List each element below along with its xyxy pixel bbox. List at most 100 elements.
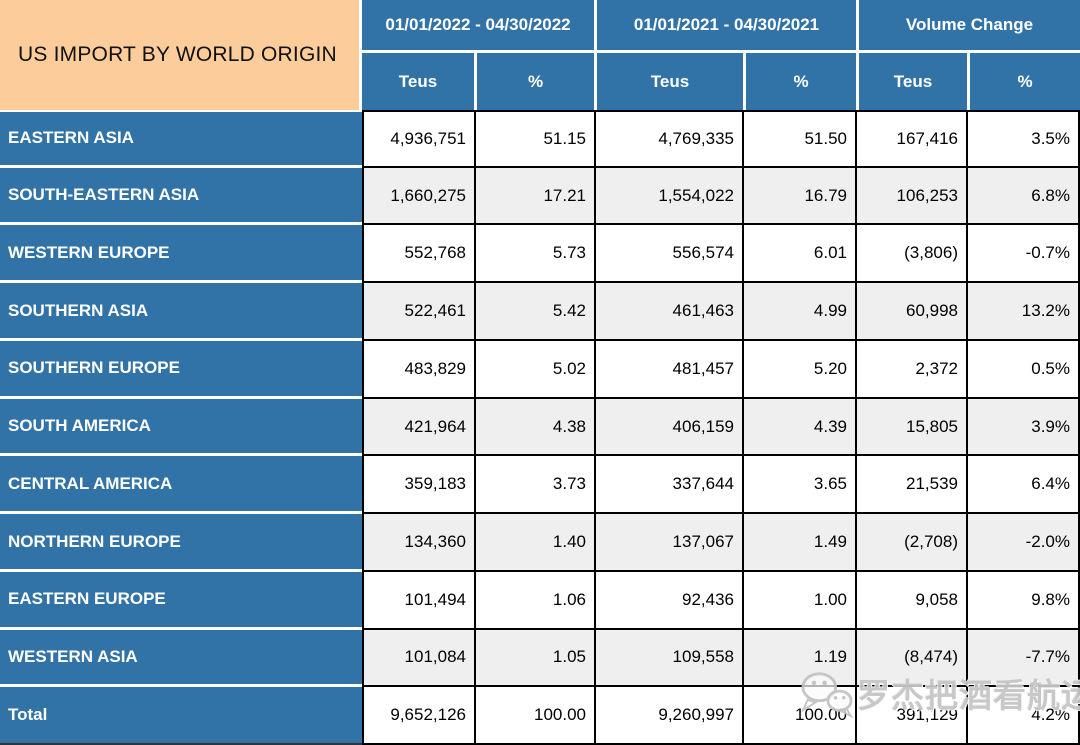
change-teus-cell: 167,416 [857,110,968,168]
region-label: SOUTH-EASTERN ASIA [0,167,362,226]
change-pct-cell: -0.7% [968,225,1080,284]
table-row: EASTERN ASIA 4,936,751 51.15 4,769,335 5… [0,110,1080,168]
teus-2022-column-header: Teus [362,53,474,110]
change-pct-cell: 3.9% [968,398,1080,457]
teus-2021-cell: 461,463 [596,283,744,341]
teus-2022-cell: 552,768 [362,225,476,284]
teus-2021-cell: 92,436 [596,571,744,630]
teus-2021-cell: 406,159 [596,398,744,457]
teus-2021-cell: 481,457 [596,340,744,399]
region-label: WESTERN ASIA [0,629,362,688]
teus-2022-cell: 483,829 [362,340,476,399]
table-title: US IMPORT BY WORLD ORIGIN [0,0,359,110]
table-row: NORTHERN EUROPE 134,360 1.40 137,067 1.4… [0,514,1080,572]
table-row: WESTERN ASIA 101,084 1.05 109,558 1.19 (… [0,629,1080,688]
teus-2021-cell: 9,260,997 [596,687,744,745]
teus-2022-cell: 101,084 [362,629,476,688]
change-teus-cell: 60,998 [857,283,968,341]
teus-2022-cell: 134,360 [362,514,476,572]
table-row: EASTERN EUROPE 101,494 1.06 92,436 1.00 … [0,571,1080,630]
table-header: US IMPORT BY WORLD ORIGIN 01/01/2022 - 0… [0,0,1080,110]
pct-2022-cell: 51.15 [476,110,596,168]
pct-2022-cell: 1.06 [476,571,596,630]
region-label: EASTERN EUROPE [0,571,362,630]
pct-2021-cell: 3.65 [744,456,857,515]
change-pct-cell: 9.8% [968,571,1080,630]
table-row: SOUTH AMERICA 421,964 4.38 406,159 4.39 … [0,398,1080,457]
change-pct-cell: 4.2% [968,687,1080,745]
table-row: SOUTHERN ASIA 522,461 5.42 461,463 4.99 … [0,283,1080,341]
change-teus-column-header: Teus [859,53,967,110]
teus-2021-cell: 1,554,022 [596,167,744,226]
region-label: SOUTHERN ASIA [0,283,362,341]
change-pct-column-header: % [970,53,1080,110]
pct-2021-cell: 1.00 [744,571,857,630]
region-label: SOUTHERN EUROPE [0,340,362,399]
change-pct-cell: 6.4% [968,456,1080,515]
pct-2022-cell: 5.73 [476,225,596,284]
pct-2022-column-header: % [477,53,594,110]
change-teus-cell: 391,129 [857,687,968,745]
pct-2021-cell: 6.01 [744,225,857,284]
table-row: SOUTH-EASTERN ASIA 1,660,275 17.21 1,554… [0,167,1080,226]
teus-2022-cell: 359,183 [362,456,476,515]
pct-2022-cell: 1.40 [476,514,596,572]
teus-2021-cell: 137,067 [596,514,744,572]
change-pct-cell: 0.5% [968,340,1080,399]
pct-2022-cell: 1.05 [476,629,596,688]
teus-2022-cell: 522,461 [362,283,476,341]
region-label: CENTRAL AMERICA [0,456,362,515]
teus-2021-cell: 556,574 [596,225,744,284]
pct-2022-cell: 17.21 [476,167,596,226]
pct-2021-cell: 4.99 [744,283,857,341]
pct-2021-cell: 1.19 [744,629,857,688]
pct-2021-cell: 16.79 [744,167,857,226]
pct-2021-cell: 100.00 [744,687,857,745]
pct-2022-cell: 3.73 [476,456,596,515]
volume-change-header: Volume Change [859,0,1080,50]
pct-2021-cell: 1.49 [744,514,857,572]
teus-2022-cell: 101,494 [362,571,476,630]
table-row: CENTRAL AMERICA 359,183 3.73 337,644 3.6… [0,456,1080,515]
region-label: NORTHERN EUROPE [0,514,362,572]
table-row: Total 9,652,126 100.00 9,260,997 100.00 … [0,687,1080,745]
teus-2022-cell: 4,936,751 [362,110,476,168]
region-label: SOUTH AMERICA [0,398,362,457]
region-label: EASTERN ASIA [0,110,362,168]
table-row: SOUTHERN EUROPE 483,829 5.02 481,457 5.2… [0,340,1080,399]
change-pct-cell: 3.5% [968,110,1080,168]
change-pct-cell: 6.8% [968,167,1080,226]
change-pct-cell: 13.2% [968,283,1080,341]
change-teus-cell: 9,058 [857,571,968,630]
teus-2021-cell: 337,644 [596,456,744,515]
change-teus-cell: (2,708) [857,514,968,572]
region-label: WESTERN EUROPE [0,225,362,284]
pct-2021-column-header: % [746,53,856,110]
change-pct-cell: -7.7% [968,629,1080,688]
pct-2022-cell: 5.42 [476,283,596,341]
change-teus-cell: (3,806) [857,225,968,284]
pct-2021-cell: 4.39 [744,398,857,457]
change-teus-cell: 15,805 [857,398,968,457]
change-pct-cell: -2.0% [968,514,1080,572]
change-teus-cell: 21,539 [857,456,968,515]
pct-2022-cell: 5.02 [476,340,596,399]
change-teus-cell: (8,474) [857,629,968,688]
region-label: Total [0,687,362,745]
pct-2021-cell: 5.20 [744,340,857,399]
period-2021-header: 01/01/2021 - 04/30/2021 [597,0,856,50]
pct-2022-cell: 4.38 [476,398,596,457]
teus-2022-cell: 1,660,275 [362,167,476,226]
teus-2021-cell: 109,558 [596,629,744,688]
teus-2022-cell: 9,652,126 [362,687,476,745]
teus-2021-column-header: Teus [597,53,743,110]
teus-2021-cell: 4,769,335 [596,110,744,168]
table-body: EASTERN ASIA 4,936,751 51.15 4,769,335 5… [0,110,1080,745]
change-teus-cell: 2,372 [857,340,968,399]
teus-2022-cell: 421,964 [362,398,476,457]
table-row: WESTERN EUROPE 552,768 5.73 556,574 6.01… [0,225,1080,284]
change-teus-cell: 106,253 [857,167,968,226]
pct-2021-cell: 51.50 [744,110,857,168]
pct-2022-cell: 100.00 [476,687,596,745]
